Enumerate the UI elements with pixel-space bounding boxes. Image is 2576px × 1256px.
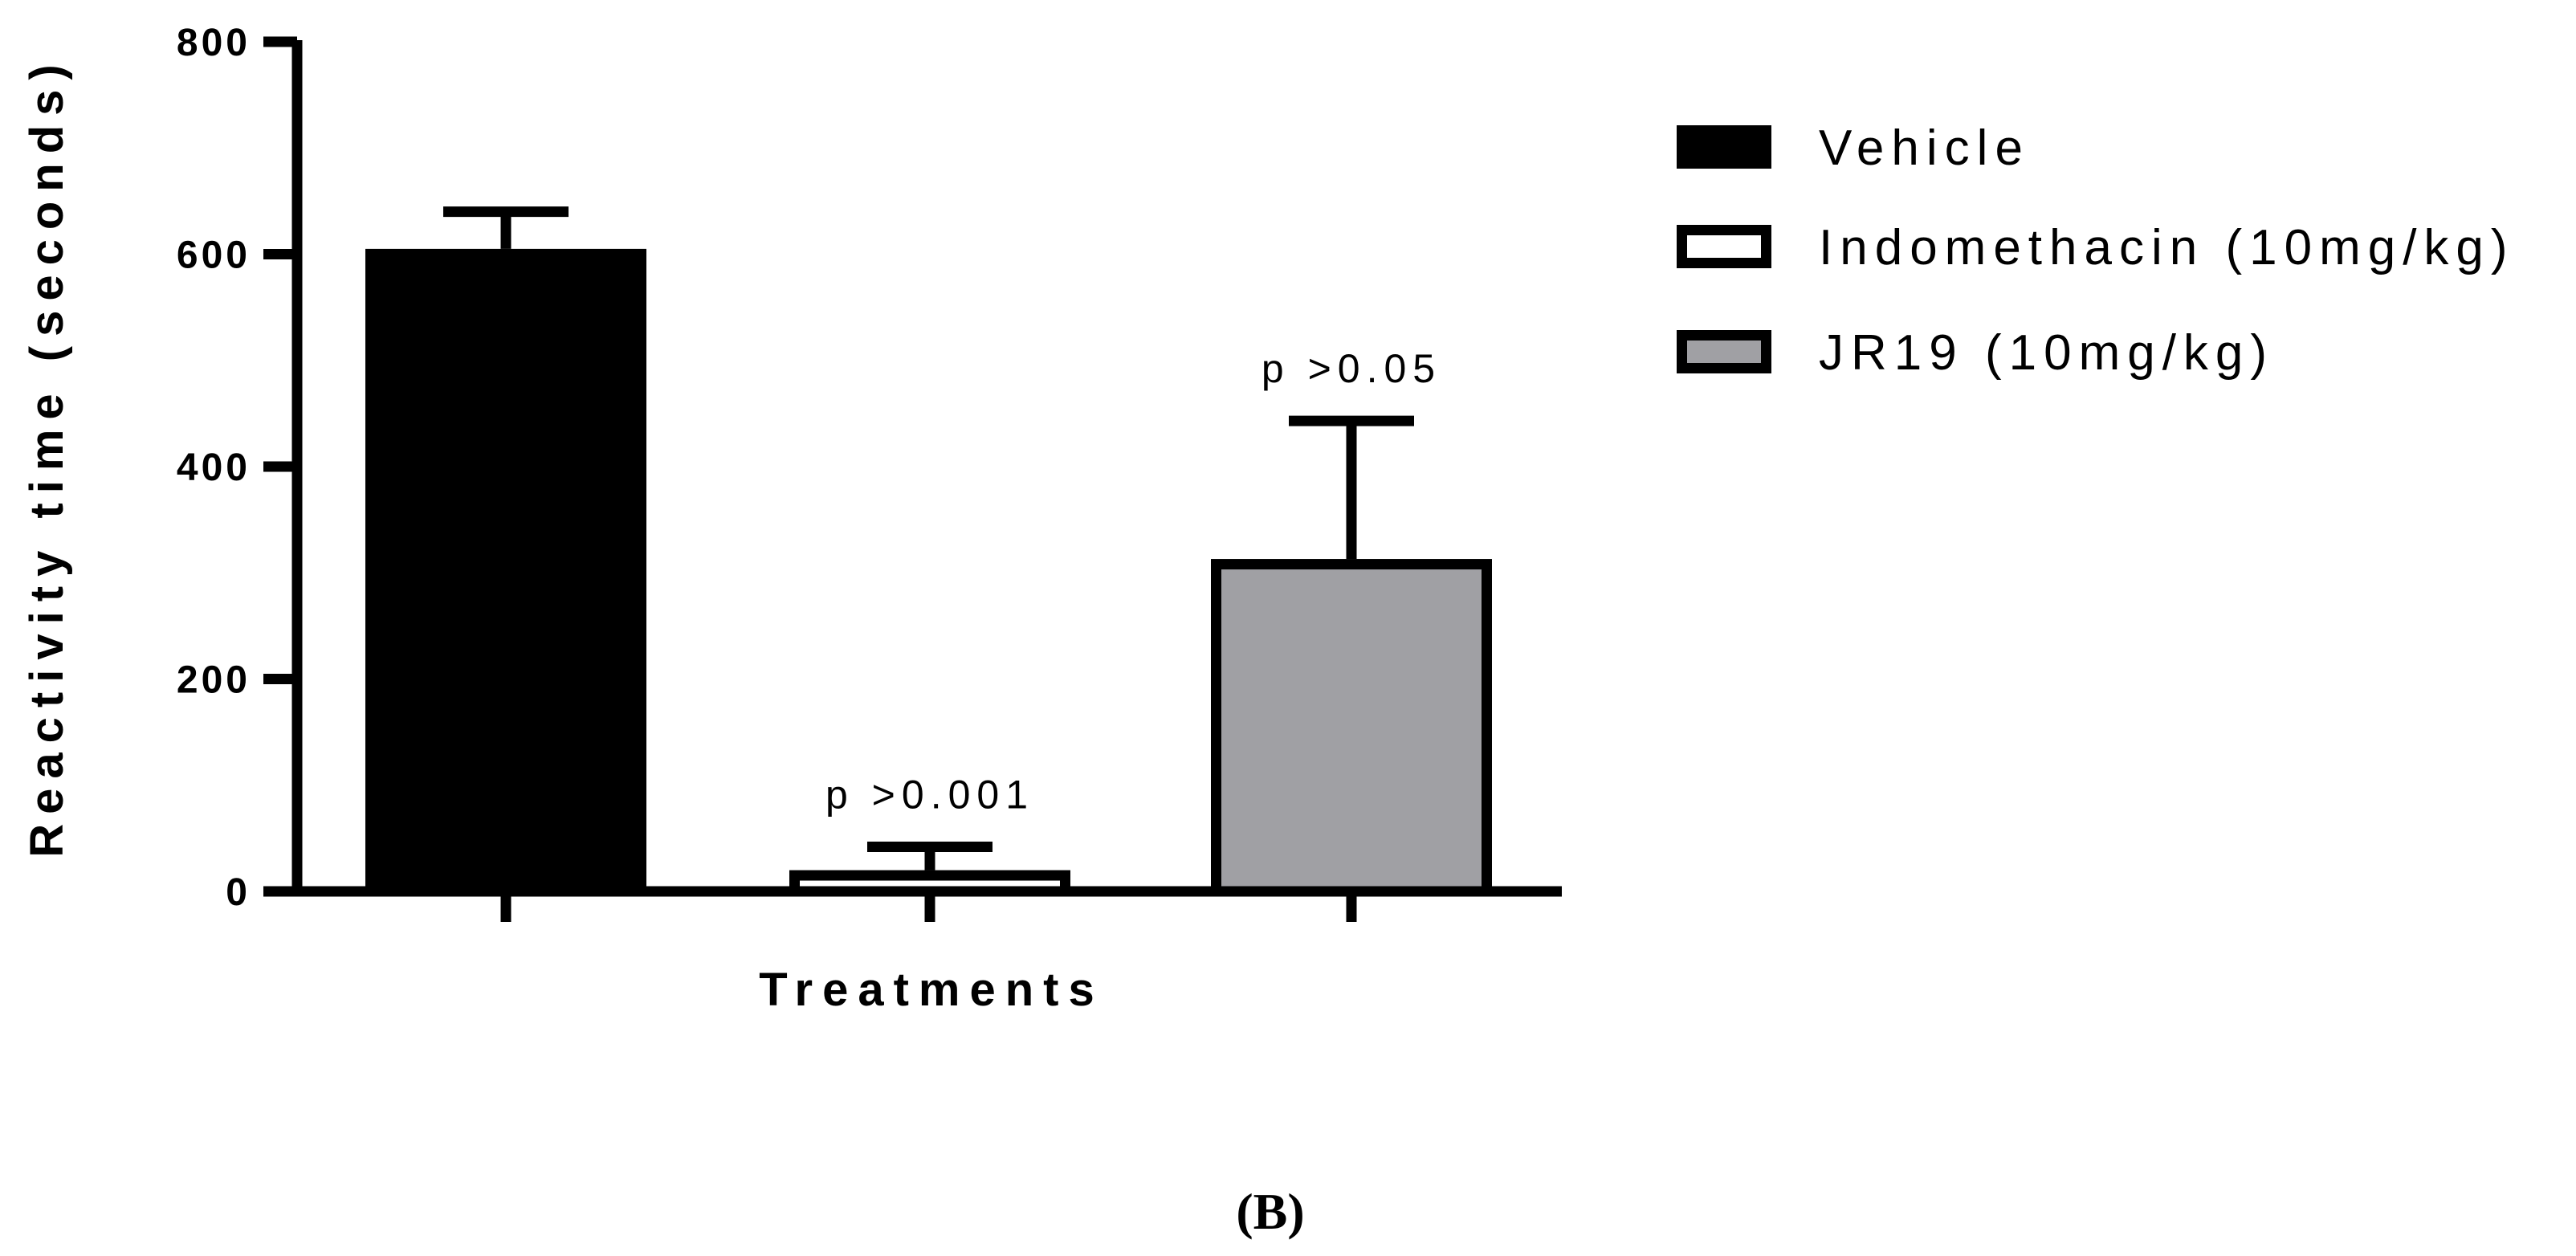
legend: Vehicle Indomethacin (10mg/kg) JR19 (10mg/… (1677, 120, 2515, 381)
y-tick-label-200: 200 (177, 659, 251, 702)
y-tick-label-600: 600 (177, 234, 251, 277)
legend-swatch-3 (1677, 330, 1771, 373)
legend-swatch-1 (1677, 125, 1771, 169)
legend-label-1: Vehicle (1819, 120, 2030, 176)
significance-label-2: p >0.001 (825, 772, 1034, 817)
x-axis-title: Treatments (759, 964, 1103, 1016)
panel-label: (B) (1236, 1183, 1304, 1240)
legend-swatch-2 (1677, 225, 1771, 268)
y-axis-title: Reactivity time (seconds) (21, 55, 73, 857)
y-tick-label-400: 400 (177, 447, 251, 489)
axes-layer: 0 200 400 600 800 (177, 22, 1562, 922)
legend-label-2: Indomethacin (10mg/kg) (1819, 220, 2515, 275)
y-tick-label-800: 800 (177, 22, 251, 64)
bars-layer: p >0.001 p >0.05 (365, 206, 1492, 897)
y-tick-label-0: 0 (226, 871, 251, 914)
bar-3 (1211, 559, 1492, 897)
bar-1 (365, 248, 646, 897)
significance-label-3: p >0.05 (1262, 346, 1441, 391)
legend-label-3: JR19 (10mg/kg) (1819, 325, 2274, 381)
